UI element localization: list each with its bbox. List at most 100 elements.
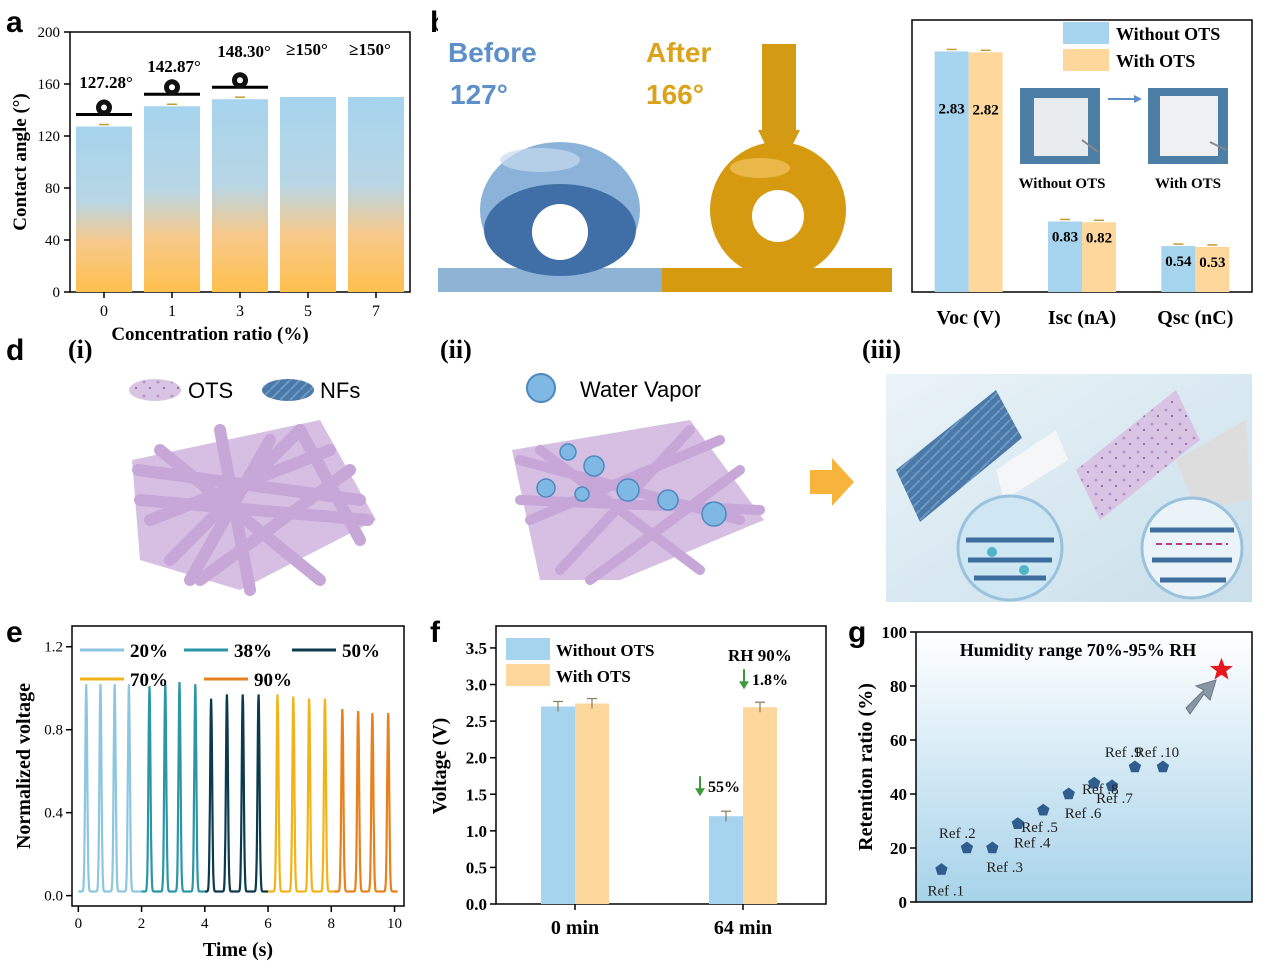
x-axis-label: Concentration ratio (%) bbox=[111, 324, 308, 345]
legend-ots: OTS bbox=[188, 378, 233, 403]
value-label: 0.54 bbox=[1165, 254, 1192, 270]
y-tick-label: 60 bbox=[890, 731, 907, 750]
series-line bbox=[334, 708, 398, 893]
y-tick-label: 160 bbox=[38, 77, 61, 93]
x-tick-label: 7 bbox=[372, 303, 380, 320]
x-tick-label: 1 bbox=[168, 303, 176, 320]
value-label: ≥150° bbox=[286, 40, 328, 59]
bar bbox=[1082, 222, 1116, 292]
value-label: 142.87° bbox=[147, 57, 201, 76]
inset-label-without: Without OTS bbox=[1019, 176, 1106, 192]
y-tick-label: 120 bbox=[38, 129, 61, 145]
label-d-ii: (ii) bbox=[440, 335, 472, 364]
x-tick-label: 2 bbox=[138, 916, 146, 932]
bar bbox=[709, 816, 743, 904]
x-tick-label: 3 bbox=[236, 303, 244, 320]
label-d-i: (i) bbox=[68, 335, 93, 364]
x-tick-label: 5 bbox=[304, 303, 312, 320]
legend-swatch bbox=[1063, 49, 1109, 71]
x-tick-label: 10 bbox=[387, 916, 402, 932]
legend-swatch bbox=[506, 638, 550, 660]
value-label: 2.83 bbox=[939, 101, 965, 117]
y-tick-label: 40 bbox=[890, 785, 907, 804]
down-arrow-head bbox=[695, 788, 705, 797]
legend-water: Water Vapor bbox=[580, 377, 701, 402]
plot-frame bbox=[495, 625, 827, 905]
bar bbox=[1161, 246, 1196, 292]
y-tick-label: 2.5 bbox=[466, 712, 487, 731]
y-tick-label: 80 bbox=[45, 181, 60, 197]
point-label: Ref .7 bbox=[1096, 791, 1133, 807]
y-axis-label: Contact angle (°) bbox=[10, 93, 31, 230]
y-tick-label: 40 bbox=[45, 233, 60, 249]
annotation-1-8: 1.8% bbox=[752, 672, 788, 689]
panel-label-a: a bbox=[6, 6, 23, 39]
y-tick-label: 200 bbox=[38, 25, 61, 41]
droplet-highlight bbox=[237, 77, 243, 84]
bar bbox=[144, 106, 200, 292]
value-label: 0.83 bbox=[1052, 229, 1078, 245]
y-tick-label: 0 bbox=[53, 285, 61, 301]
zoom-bubble-right bbox=[1140, 496, 1244, 600]
legend-label: With OTS bbox=[556, 667, 631, 686]
bar bbox=[541, 706, 575, 904]
legend-label: 38% bbox=[234, 641, 272, 662]
arrow-right-icon bbox=[810, 458, 854, 506]
legend-label: 50% bbox=[342, 641, 380, 662]
panel-label-d: d bbox=[6, 334, 24, 367]
value-label: ≥150° bbox=[349, 40, 391, 59]
y-tick-label: 1.0 bbox=[466, 822, 487, 841]
y-tick-label: 0.0 bbox=[44, 889, 63, 905]
water-vapor-icon bbox=[526, 373, 556, 403]
series-line bbox=[268, 694, 335, 893]
value-label: 2.82 bbox=[973, 102, 999, 118]
point-label: Ref .8 bbox=[1082, 782, 1119, 798]
point-label: Ref .4 bbox=[1014, 836, 1051, 852]
needle bbox=[762, 44, 796, 136]
x-tick-label: Qsc (nC) bbox=[1157, 307, 1233, 329]
value-label: 0.53 bbox=[1199, 255, 1225, 271]
label-d-iii: (iii) bbox=[862, 335, 901, 364]
y-tick-label: 3.0 bbox=[466, 676, 487, 695]
y-axis-label: Voltage (V) bbox=[429, 718, 451, 814]
schematic-d: (i) (ii) (iii) OTS NFs Water Vapor bbox=[68, 335, 1252, 602]
bar bbox=[575, 703, 609, 904]
fiber-mat-ii bbox=[512, 420, 765, 585]
plot-frame bbox=[71, 625, 405, 907]
bar bbox=[743, 707, 777, 904]
highlight-star-icon bbox=[1210, 657, 1233, 680]
y-tick-label: 100 bbox=[882, 623, 908, 642]
down-arrow-head bbox=[739, 681, 749, 690]
value-label: 127.28° bbox=[79, 73, 133, 92]
chart-c: 2.83 2.82 Voc (V) 0.83 0.82 Isc (nA) 0.54 0.53 Q… bbox=[911, 19, 1253, 329]
zoom-bubble-left bbox=[956, 494, 1064, 602]
scatter-point bbox=[1011, 817, 1024, 829]
x-tick-label: Voc (V) bbox=[937, 307, 1001, 329]
legend-swatch bbox=[1063, 22, 1109, 44]
y-tick-label: 0.0 bbox=[466, 895, 487, 914]
x-tick-label: 4 bbox=[201, 916, 209, 932]
legend-label: 20% bbox=[130, 641, 168, 662]
bar bbox=[76, 126, 132, 292]
scatter-point bbox=[1156, 760, 1170, 773]
x-tick-label: 8 bbox=[328, 916, 336, 932]
x-tick-label: 64 min bbox=[714, 917, 772, 939]
droplet-highlight bbox=[169, 84, 175, 91]
point-label: Ref .6 bbox=[1065, 806, 1102, 822]
series-line bbox=[141, 681, 205, 893]
droplet-photo: Before 127° After 166° bbox=[438, 6, 892, 292]
sample-photo-insets: Without OTS With OTS bbox=[1019, 88, 1228, 192]
chart-a: 0 40 80 120 160 200 0 1 3 5 7 127.28° 142.87° 148.30°… bbox=[10, 25, 411, 345]
point-label: Ref .3 bbox=[986, 860, 1023, 876]
ots-legend-icon bbox=[129, 379, 181, 401]
series-line bbox=[204, 694, 268, 893]
after-angle: 166° bbox=[646, 79, 704, 110]
y-tick-label: 2.0 bbox=[466, 749, 487, 768]
x-tick-label: Isc (nA) bbox=[1048, 307, 1116, 329]
before-angle: 127° bbox=[450, 79, 508, 110]
fiber-mat-i bbox=[132, 420, 376, 596]
bar bbox=[348, 97, 404, 292]
value-label: 148.30° bbox=[217, 42, 271, 61]
y-tick-label: 80 bbox=[890, 677, 907, 696]
before-label: Before bbox=[448, 37, 537, 68]
